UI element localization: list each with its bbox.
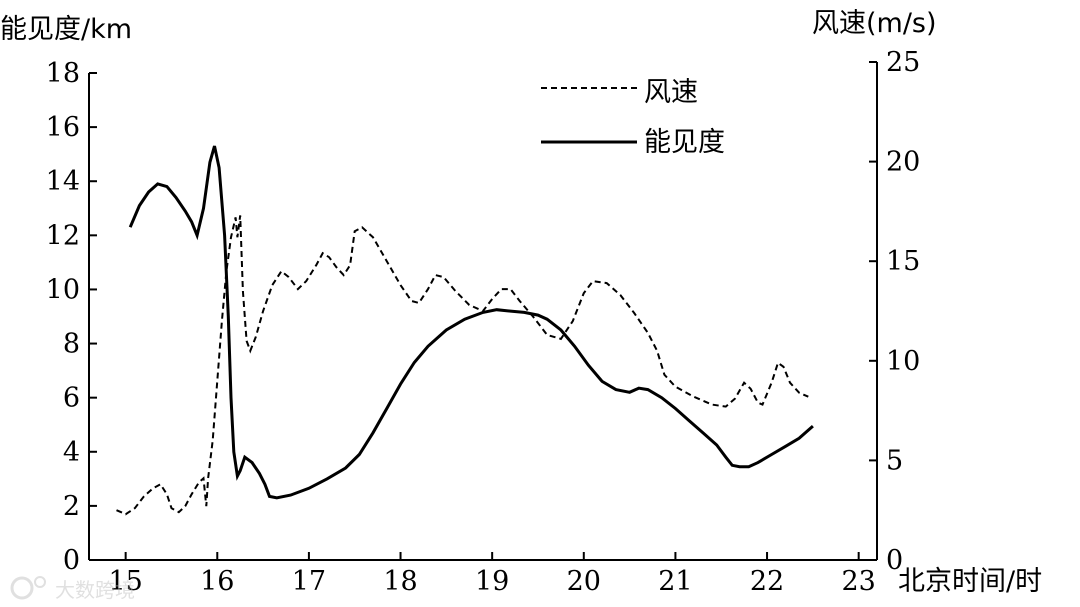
left-tick-label: 2 — [63, 491, 80, 522]
x-tick-label: 18 — [383, 566, 417, 597]
right-axis-label: 风速(m/s) — [812, 8, 937, 39]
right-tick-label: 10 — [886, 346, 920, 377]
legend-label-wind-speed: 风速 — [644, 77, 698, 108]
x-tick-label: 22 — [750, 566, 784, 597]
x-tick-label: 21 — [658, 566, 692, 597]
left-axis-label: 能见度/km — [0, 14, 132, 45]
right-tick-label: 25 — [886, 47, 920, 78]
right-tick-label: 20 — [886, 147, 920, 178]
x-tick-label: 15 — [108, 566, 142, 597]
left-ticks: 0 2 4 6 8 10 12 14 16 18 — [46, 58, 97, 576]
legend: 风速 能见度 — [541, 77, 725, 158]
left-tick-label: 18 — [46, 58, 80, 89]
x-tick-label: 20 — [567, 566, 601, 597]
left-tick-label: 0 — [63, 545, 80, 576]
left-tick-label: 10 — [46, 274, 80, 305]
x-tick-label: 16 — [200, 566, 234, 597]
left-tick-label: 4 — [63, 437, 80, 468]
right-tick-label: 5 — [886, 445, 903, 476]
right-tick-label: 15 — [886, 246, 920, 277]
right-ticks: 0 5 10 15 20 25 — [869, 47, 920, 576]
watermark-text: 大数跨境 — [55, 578, 135, 602]
left-tick-label: 6 — [63, 383, 80, 414]
series-line-wind-speed — [116, 215, 809, 516]
left-tick-label: 8 — [63, 329, 80, 360]
x-axis-label: 北京时间/时 — [898, 566, 1042, 597]
series-line-visibility — [128, 145, 814, 500]
x-ticks: 15 16 17 18 19 20 21 22 23 — [108, 552, 876, 597]
watermark-logo-dot — [34, 576, 46, 588]
x-tick-label: 23 — [841, 566, 875, 597]
x-tick-label: 19 — [475, 566, 509, 597]
left-tick-label: 12 — [46, 220, 80, 251]
watermark-logo-icon — [10, 576, 34, 600]
left-tick-label: 14 — [46, 166, 80, 197]
legend-label-visibility: 能见度 — [644, 127, 725, 158]
left-tick-label: 16 — [46, 112, 80, 143]
right-tick-label: 0 — [886, 545, 903, 576]
x-tick-label: 17 — [292, 566, 326, 597]
watermark: 大数跨境 — [10, 576, 135, 602]
